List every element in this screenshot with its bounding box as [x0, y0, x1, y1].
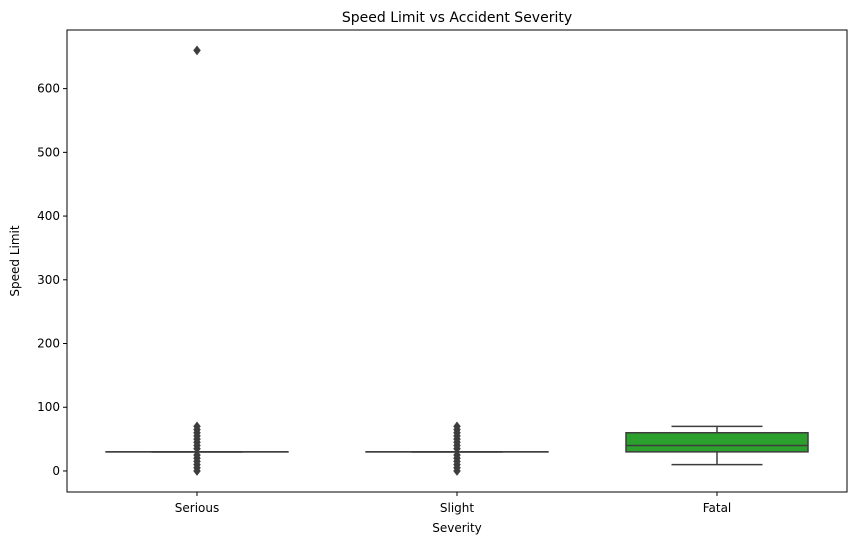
- x-axis-label: Severity: [432, 521, 482, 535]
- x-tick-label: Fatal: [703, 501, 732, 515]
- y-tick-label: 400: [37, 209, 60, 223]
- x-axis: Serious Slight Fatal: [175, 492, 732, 515]
- y-tick-label: 100: [37, 400, 60, 414]
- y-tick-label: 0: [52, 464, 60, 478]
- y-axis-label: Speed Limit: [8, 225, 22, 296]
- box-fatal: [625, 425, 809, 466]
- y-tick-label: 600: [37, 82, 60, 96]
- y-tick-label: 300: [37, 273, 60, 287]
- box-serious: [105, 45, 289, 476]
- box-slight: [365, 421, 549, 476]
- box-body: [625, 431, 809, 453]
- x-tick-label: Slight: [440, 501, 475, 515]
- outlier-point: [453, 421, 461, 432]
- chart-title: Speed Limit vs Accident Severity: [342, 10, 572, 26]
- data-marks: [105, 45, 809, 476]
- outlier-point: [193, 421, 201, 432]
- plot-area: [66, 29, 848, 493]
- x-tick-label: Serious: [175, 501, 219, 515]
- outlier-point: [193, 45, 201, 56]
- y-axis: 0 100 200 300 400 500 600: [37, 82, 67, 478]
- outlier-point: [193, 450, 201, 461]
- y-tick-label: 500: [37, 145, 60, 159]
- outlier-point: [453, 450, 461, 461]
- y-tick-label: 200: [37, 337, 60, 351]
